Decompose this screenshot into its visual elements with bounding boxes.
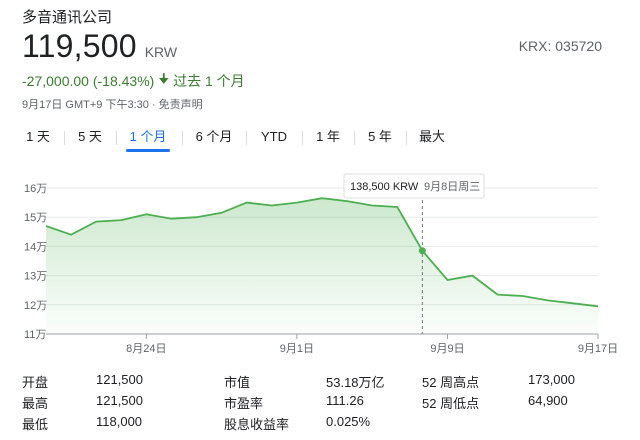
tab-range-5[interactable]: 1 年 xyxy=(312,126,344,152)
tooltip-date: 9月8日周三 xyxy=(424,180,480,193)
tab-label: 1 个月 xyxy=(129,129,167,144)
tab-separator xyxy=(246,131,247,145)
tooltip-box xyxy=(343,173,485,199)
tab-label: 5 年 xyxy=(368,129,392,144)
down-arrow-icon: 🠋 xyxy=(158,71,170,86)
stat-label: 最低 xyxy=(22,417,49,432)
price-change: -27,000.00 (-18.43%) 🠋 过去 1 个月 xyxy=(22,70,245,92)
price-line xyxy=(45,197,599,308)
price-chart[interactable]: 16万 15万 14万 13万 12万 11万 8月24日 9月1日 9月9日 9月17日 138,… xyxy=(0,160,640,360)
price-row: 119,500 KRW xyxy=(22,28,177,65)
stat-value: 121,500 xyxy=(96,372,143,387)
tab-separator xyxy=(354,131,355,145)
tab-label: 5 天 xyxy=(78,129,102,144)
x-tick-label: 8月24日 xyxy=(126,343,166,355)
tab-range-2[interactable]: 1 个月 xyxy=(126,126,170,152)
tooltip-price: 138,500 KRW xyxy=(350,181,419,193)
tab-separator xyxy=(182,131,183,145)
stats-row: 最低 118,000 股息收益率 0.025% xyxy=(22,414,622,432)
company-name: 多音通讯公司 xyxy=(22,9,113,26)
y-tick-label: 12万 xyxy=(24,300,47,312)
change-period: 过去 1 个月 xyxy=(173,73,245,89)
stat-label: 股息收益率 xyxy=(224,417,290,432)
stat-value: 111.26 xyxy=(326,393,364,408)
tab-separator xyxy=(302,131,303,145)
stat-label: 市值 xyxy=(224,375,251,390)
currency-label: KRW xyxy=(144,44,178,60)
tab-separator xyxy=(116,131,117,145)
tab-range-7[interactable]: 最大 xyxy=(416,126,448,152)
tab-label: 最大 xyxy=(418,129,445,144)
stats-row: 最高 121,500 市盈率 111.26 52 周低点 64,900 xyxy=(22,393,622,411)
tab-range-0[interactable]: 1 天 xyxy=(22,126,54,152)
x-tick-label: 9月1日 xyxy=(280,343,314,355)
stat-label: 市盈率 xyxy=(224,396,264,411)
y-tick-label: 15万 xyxy=(24,212,47,224)
current-price: 119,500 xyxy=(22,28,137,64)
stat-value: 53.18万亿 xyxy=(326,375,385,390)
tab-label: 1 天 xyxy=(26,129,50,144)
stat-value: 118,000 xyxy=(96,414,143,429)
tab-underline xyxy=(126,149,170,152)
stat-value: 64,900 xyxy=(528,393,568,408)
y-tick-label: 11万 xyxy=(24,329,46,341)
tab-label: 1 年 xyxy=(316,129,340,144)
x-tick-label: 9月17日 xyxy=(578,343,618,355)
x-tick-label: 9月9日 xyxy=(430,343,464,355)
stats-row: 开盘 121,500 市值 53.18万亿 52 周高点 173,000 xyxy=(22,372,622,390)
y-tick-label: 13万 xyxy=(24,271,47,283)
quote-meta: 9月17日 GMT+9 下午3:30 · 免责声明 xyxy=(22,99,203,111)
change-value: -27,000.00 (-18.43%) xyxy=(22,73,155,89)
tab-range-4[interactable]: YTD xyxy=(256,126,292,152)
tab-range-1[interactable]: 5 天 xyxy=(74,126,106,152)
price-area xyxy=(46,198,598,334)
hover-tooltip: 138,500 KRW 9月8日周三 xyxy=(343,173,485,199)
stat-value: 0.025% xyxy=(326,414,371,429)
stat-label: 开盘 xyxy=(22,375,49,390)
y-tick-label: 16万 xyxy=(24,183,47,195)
tab-separator xyxy=(64,131,65,145)
tab-separator xyxy=(406,131,407,145)
y-tick-label: 14万 xyxy=(24,241,47,253)
hover-point xyxy=(418,247,426,255)
tab-range-3[interactable]: 6 个月 xyxy=(192,126,236,152)
stat-value: 121,500 xyxy=(96,393,143,408)
stat-label: 最高 xyxy=(22,396,49,411)
tab-label: YTD xyxy=(261,129,287,144)
stat-label: 52 周高点 xyxy=(422,375,480,390)
ticker-symbol: KRX: 035720 xyxy=(518,38,602,54)
tab-label: 6 个月 xyxy=(195,129,233,144)
stat-label: 52 周低点 xyxy=(422,396,480,411)
tab-range-6[interactable]: 5 年 xyxy=(364,126,396,152)
stat-value: 173,000 xyxy=(528,372,575,387)
